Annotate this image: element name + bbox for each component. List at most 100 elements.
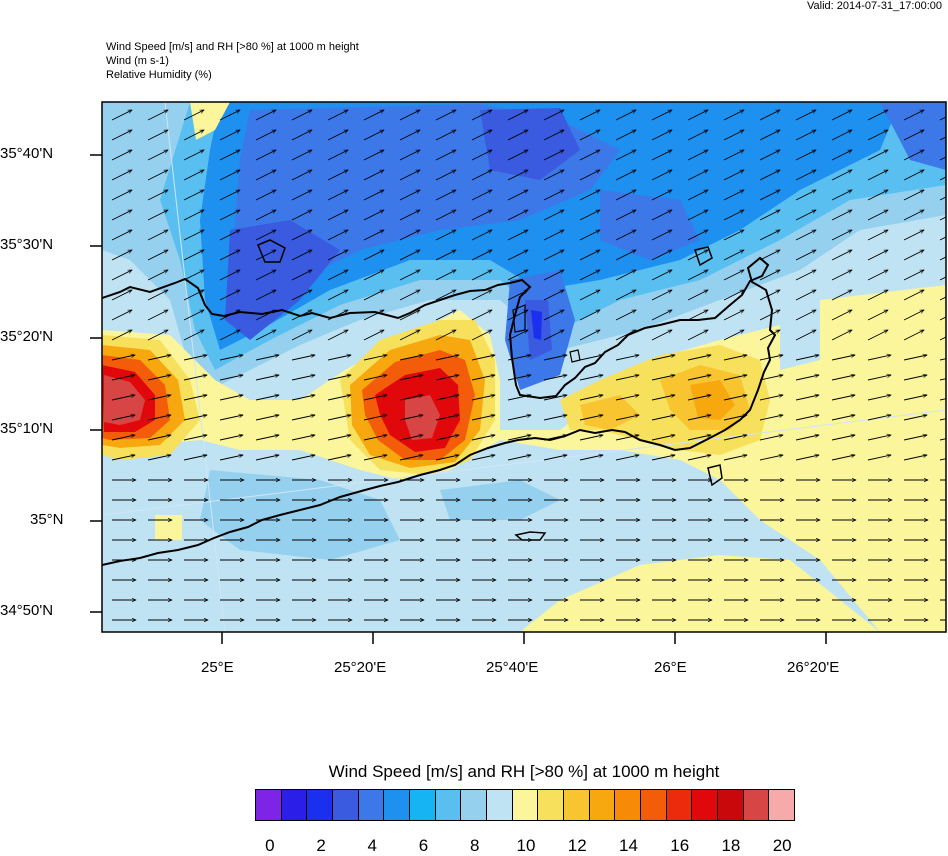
- wind-arrow: [939, 378, 946, 381]
- wind-arrow: [219, 289, 240, 301]
- wind-arrow: [363, 169, 384, 181]
- wind-arrow: [795, 329, 816, 341]
- wind-arrow: [903, 455, 927, 461]
- lat-label-35-10: 35°10'N: [0, 420, 54, 437]
- wind-arrow: [651, 209, 672, 221]
- wind-arrow: [867, 189, 888, 201]
- wind-arrow: [327, 355, 351, 361]
- wind-arrow: [615, 169, 636, 181]
- wind-arrow: [507, 149, 528, 161]
- wind-arrow: [903, 395, 927, 401]
- wind-arrow: [831, 415, 855, 421]
- colorbar-tick-label: 0: [265, 836, 275, 855]
- wind-arrow: [219, 149, 240, 161]
- lat-label-35: 35°N: [30, 511, 64, 528]
- wind-arrow: [363, 329, 384, 341]
- lat-label-35-40: 35°40'N: [0, 145, 54, 162]
- wind-arrow: [759, 149, 780, 161]
- wind-arrow: [327, 109, 348, 121]
- wind-arrow: [183, 355, 207, 361]
- wind-arrow: [867, 455, 891, 461]
- wind-arrow: [471, 109, 492, 121]
- wind-arrow: [471, 395, 495, 401]
- wind-arrow: [543, 375, 567, 381]
- wind-arrow: [111, 309, 132, 321]
- wind-arrow: [687, 309, 708, 321]
- wind-arrow: [903, 209, 924, 221]
- wind-arrow: [507, 435, 531, 441]
- wind-arrow: [795, 455, 819, 461]
- wind-arrow: [939, 236, 946, 241]
- colorbar-swatch: [768, 790, 795, 820]
- wind-arrow: [867, 169, 888, 181]
- wind-arrow: [651, 375, 675, 381]
- wind-arrow: [687, 355, 711, 361]
- wind-arrow: [291, 329, 312, 341]
- wind-arrow: [147, 249, 168, 261]
- wind-arrow: [723, 129, 744, 141]
- wind-arrow: [111, 329, 132, 341]
- wind-arrow: [255, 355, 279, 361]
- wind-arrow: [399, 455, 423, 461]
- wind-arrow: [507, 395, 531, 401]
- colorbar-swatch: [665, 790, 692, 820]
- wind-arrow: [903, 189, 924, 201]
- wind-arrow: [579, 189, 600, 201]
- wind-arrow: [399, 189, 420, 201]
- wind-arrow: [399, 129, 420, 141]
- wind-arrow: [579, 415, 603, 421]
- wind-arrow: [795, 309, 816, 321]
- wind-arrow: [723, 435, 747, 441]
- colorbar-tick-label: 14: [619, 836, 638, 855]
- wind-arrow: [219, 395, 243, 401]
- wind-arrow: [111, 375, 135, 381]
- wind-arrow: [543, 209, 564, 221]
- wind-arrow: [903, 329, 924, 341]
- wind-arrow: [615, 109, 636, 121]
- wind-arrow: [255, 229, 276, 241]
- wind-arrow: [723, 229, 744, 241]
- wind-arrow: [255, 309, 276, 321]
- wind-arrow: [543, 129, 564, 141]
- wind-arrow: [471, 355, 495, 361]
- wind-arrow: [327, 129, 348, 141]
- wind-arrow: [903, 249, 924, 261]
- wind-arrow: [471, 169, 492, 181]
- wind-arrow: [327, 289, 348, 301]
- wind-arrow: [579, 375, 603, 381]
- wind-arrow: [831, 375, 855, 381]
- wind-arrow: [615, 229, 636, 241]
- wind-arrow: [903, 289, 924, 301]
- wind-arrow: [759, 355, 783, 361]
- wind-arrow: [615, 209, 636, 221]
- wind-arrow: [759, 229, 780, 241]
- wind-arrow: [507, 269, 528, 281]
- wind-arrow: [651, 309, 672, 321]
- lon-label-25: 25°E: [201, 659, 234, 676]
- wind-arrow: [795, 355, 819, 361]
- wind-arrow: [831, 355, 855, 361]
- wind-arrow: [579, 395, 603, 401]
- wind-arrow: [723, 415, 747, 421]
- colorbar-tick-label: 8: [470, 836, 480, 855]
- wind-arrow: [615, 249, 636, 261]
- wind-arrow: [615, 415, 639, 421]
- wind-arrow: [219, 375, 243, 381]
- wind-arrow: [111, 289, 132, 301]
- wind-arrow: [687, 229, 708, 241]
- wind-arrow: [507, 375, 531, 381]
- wind-arrow: [687, 375, 711, 381]
- wind-arrow: [111, 355, 135, 361]
- wind-arrow: [399, 169, 420, 181]
- wind-arrow: [903, 355, 927, 361]
- wind-arrow: [543, 269, 564, 281]
- wind-arrow: [687, 209, 708, 221]
- wind-arrow: [723, 455, 747, 461]
- wind-arrow: [507, 109, 528, 121]
- wind-arrow: [399, 435, 423, 441]
- wind-arrow: [147, 269, 168, 281]
- wind-arrow: [543, 309, 564, 321]
- wind-arrow: [687, 169, 708, 181]
- wind-arrow: [651, 435, 675, 441]
- wind-arrow: [579, 269, 600, 281]
